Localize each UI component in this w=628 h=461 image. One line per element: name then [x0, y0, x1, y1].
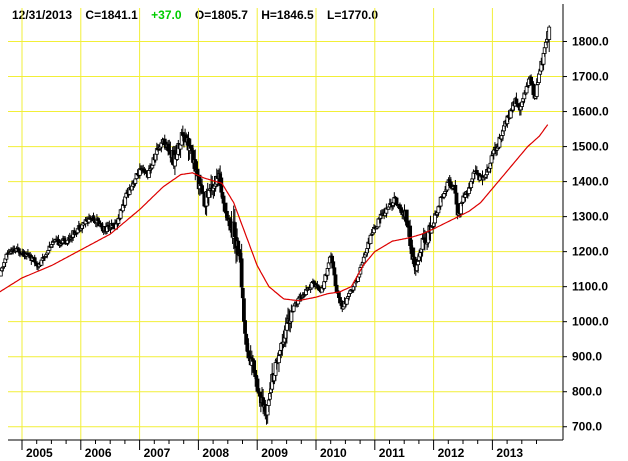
candle-body [225, 210, 229, 218]
header-date: 12/31/2013 [12, 8, 73, 22]
candle-body [537, 73, 541, 83]
x-tick-label: 2005 [26, 446, 53, 460]
header-close: C=1841.1 [85, 8, 138, 22]
quote-header: 12/31/2013 C=1841.1 +37.0 O=1805.7 H=184… [12, 8, 388, 22]
x-tick-label: 2010 [320, 446, 347, 460]
candle-body [255, 378, 260, 392]
moving-average-line [0, 124, 549, 302]
candle-body [539, 60, 544, 72]
y-tick-label: 1100.0 [572, 280, 608, 294]
y-tick-label: 1700.0 [572, 70, 609, 84]
candle-body [394, 197, 399, 206]
x-tick-label: 2006 [85, 446, 112, 460]
candle-body [133, 178, 138, 184]
header-high: H=1846.5 [261, 8, 314, 22]
header-open: O=1805.7 [194, 8, 248, 22]
candle-body [408, 225, 413, 246]
x-tick-label: 2008 [202, 446, 229, 460]
candle-body [547, 26, 552, 40]
candle-body [296, 298, 301, 305]
candle-body [239, 258, 244, 288]
candle-body [336, 292, 341, 298]
candle-body [344, 297, 349, 305]
candle-body [277, 355, 281, 364]
y-tick-label: 700.0 [572, 420, 602, 434]
candle-body [240, 287, 245, 299]
candle-body [489, 155, 494, 164]
y-tick-label: 1200.0 [572, 245, 609, 259]
y-tick-label: 1500.0 [572, 140, 609, 154]
candle-body [222, 202, 227, 212]
x-tick-label: 2009 [261, 446, 288, 460]
candle-body [232, 222, 237, 237]
y-tick-label: 1800.0 [572, 35, 609, 49]
x-tick-label: 2013 [496, 446, 523, 460]
x-tick-label: 2007 [144, 446, 171, 460]
y-tick-label: 1000.0 [572, 315, 609, 329]
candle-body [331, 261, 336, 269]
candle-body [266, 399, 271, 406]
candle-body [416, 260, 420, 266]
x-tick-label: 2012 [438, 446, 465, 460]
y-tick-label: 1600.0 [572, 105, 609, 119]
candle-body [368, 234, 373, 244]
candle-body [436, 206, 441, 214]
y-tick-label: 1300.0 [572, 210, 609, 224]
candle-body [534, 84, 539, 97]
candle-body [291, 305, 296, 312]
candle-body [524, 86, 529, 94]
candle-body [442, 193, 446, 198]
x-tick-label: 2011 [379, 446, 405, 460]
candle-body [433, 213, 437, 224]
y-tick-label: 1400.0 [572, 175, 609, 189]
candle-body [316, 285, 321, 289]
y-tick-label: 900.0 [572, 350, 602, 364]
candle-body [284, 322, 289, 331]
candle-body [523, 92, 528, 95]
header-low: L=1770.0 [326, 8, 379, 22]
y-tick-label: 800.0 [572, 385, 602, 399]
candle-body [162, 138, 167, 146]
header-change: +37.0 [151, 8, 182, 22]
